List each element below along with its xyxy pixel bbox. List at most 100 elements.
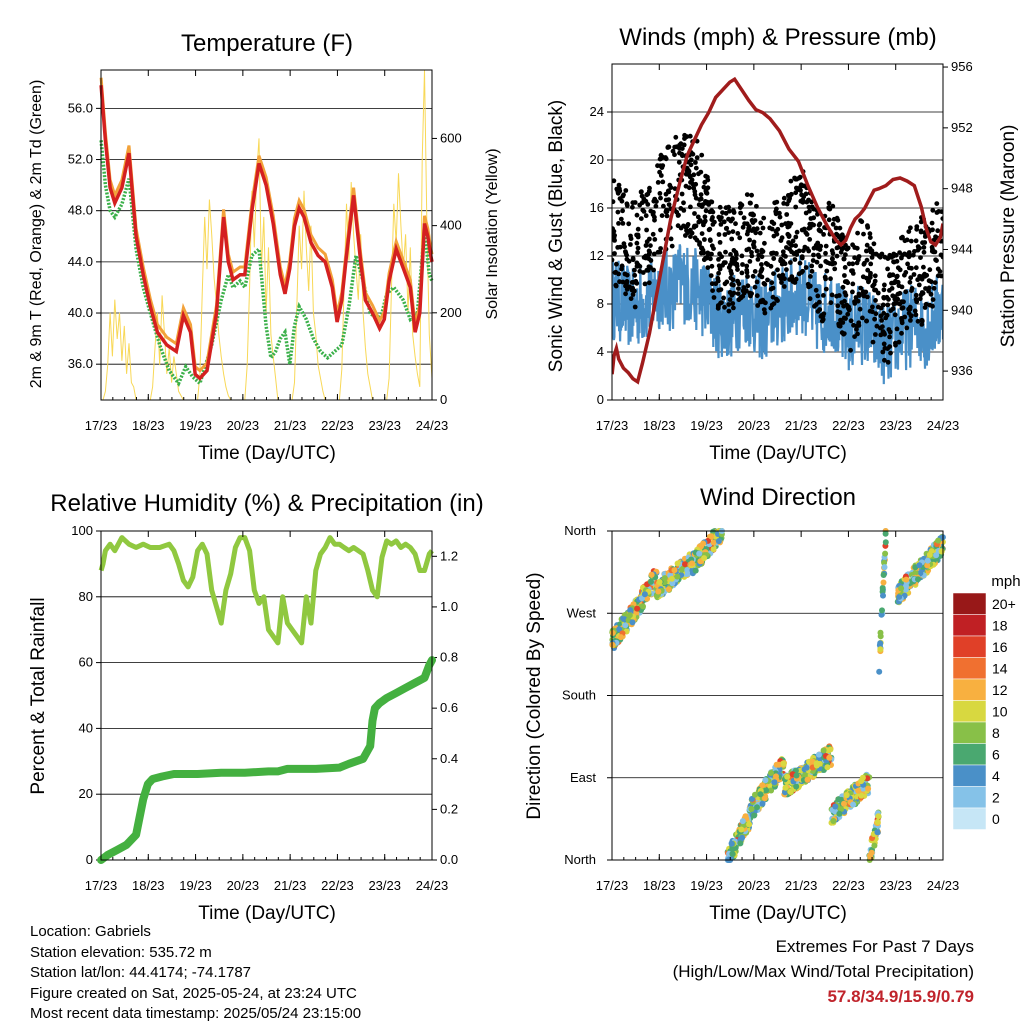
- gust-point: [823, 250, 828, 256]
- gust-point: [939, 273, 943, 279]
- gust-point: [630, 292, 636, 297]
- x-tick-label: 23/23: [368, 878, 401, 893]
- gust-point: [867, 275, 873, 280]
- gust-point: [663, 191, 669, 197]
- direction-point: [737, 840, 744, 847]
- gust-point: [811, 252, 816, 258]
- gust-point: [624, 286, 630, 292]
- direction-point: [855, 787, 862, 794]
- gust-point: [709, 263, 715, 269]
- gust-point: [917, 296, 923, 302]
- gust-point: [909, 265, 914, 271]
- direction-point: [748, 806, 755, 812]
- direction-point: [824, 764, 831, 771]
- gust-point: [844, 246, 850, 252]
- gust-point: [846, 304, 852, 310]
- humidity-xlabel: Time (Day/UTC): [198, 903, 336, 924]
- gust-point: [709, 281, 715, 287]
- gust-point: [808, 274, 813, 279]
- gust-point: [848, 318, 854, 324]
- gust-point: [903, 270, 909, 275]
- gust-point: [841, 331, 847, 336]
- gust-point: [612, 251, 617, 256]
- gust-point: [616, 221, 621, 226]
- gust-point: [937, 269, 943, 274]
- gust-point: [620, 208, 625, 214]
- direction-point: [634, 605, 641, 612]
- gust-point: [934, 210, 940, 215]
- gust-point: [921, 249, 927, 255]
- gust-point: [848, 347, 853, 353]
- gust-point: [735, 231, 741, 236]
- gust-point: [713, 281, 719, 287]
- gust-point: [765, 262, 771, 267]
- gust-point: [777, 214, 783, 220]
- gust-point: [915, 244, 921, 250]
- gust-point: [692, 211, 697, 216]
- gust-point: [915, 247, 921, 253]
- gust-point: [710, 222, 716, 227]
- gust-point: [793, 176, 798, 182]
- x-tick-label: 21/23: [785, 878, 818, 893]
- x-tick-label: 21/23: [274, 418, 307, 433]
- gust-point: [915, 277, 921, 283]
- gust-point: [865, 223, 870, 229]
- gust-point: [751, 226, 757, 232]
- gust-point: [807, 237, 813, 242]
- gust-point: [623, 250, 629, 256]
- gust-point: [702, 237, 707, 242]
- gust-point: [612, 199, 616, 205]
- direction-point: [648, 571, 655, 578]
- gust-point: [892, 312, 898, 318]
- gust-point: [701, 250, 707, 256]
- gust-point: [899, 330, 904, 336]
- solar-y2-tick-label: 400: [440, 218, 462, 233]
- gust-point: [793, 234, 799, 240]
- gust-point: [881, 310, 887, 316]
- gust-point: [718, 300, 723, 306]
- gust-point: [931, 285, 937, 291]
- gust-point: [823, 243, 829, 249]
- direction-point: [762, 777, 769, 784]
- gust-point: [818, 314, 824, 319]
- precip-y2-tick-label: 1.0: [440, 599, 458, 614]
- x-tick-label: 18/23: [643, 878, 676, 893]
- gust-point: [654, 199, 659, 205]
- gust-point: [887, 344, 893, 349]
- gust-point: [816, 222, 822, 228]
- gust-point: [840, 284, 846, 290]
- direction-point: [803, 764, 810, 771]
- gust-point: [852, 299, 857, 305]
- direction-point: [835, 796, 842, 803]
- gust-point: [913, 265, 919, 271]
- direction-point: [684, 567, 691, 573]
- gust-point: [870, 339, 876, 345]
- gust-point: [857, 306, 863, 312]
- gust-point: [815, 293, 821, 299]
- gust-point: [688, 162, 694, 168]
- gust-point: [634, 240, 640, 246]
- gust-point: [612, 257, 615, 263]
- temperature-xlabel: Time (Day/UTC): [198, 443, 336, 464]
- direction-point: [836, 810, 843, 817]
- direction-point: [708, 533, 714, 540]
- wind-direction-title: Wind Direction: [700, 484, 856, 511]
- gust-point: [731, 282, 736, 288]
- x-tick-label: 20/23: [227, 418, 260, 433]
- gust-point: [643, 243, 649, 248]
- gust-point: [832, 266, 838, 272]
- gust-point: [939, 209, 943, 214]
- x-tick-label: 23/23: [879, 418, 912, 433]
- gust-point: [889, 286, 895, 291]
- direction-point: [880, 592, 886, 599]
- gust-point: [765, 277, 770, 283]
- gust-point: [622, 271, 628, 277]
- gust-point: [650, 231, 656, 237]
- gust-point: [864, 248, 869, 254]
- gust-point: [708, 238, 713, 244]
- gust-point: [758, 298, 764, 304]
- gust-point: [872, 316, 877, 322]
- gust-point: [762, 310, 768, 316]
- direction-point: [701, 555, 708, 562]
- gust-point: [657, 249, 663, 255]
